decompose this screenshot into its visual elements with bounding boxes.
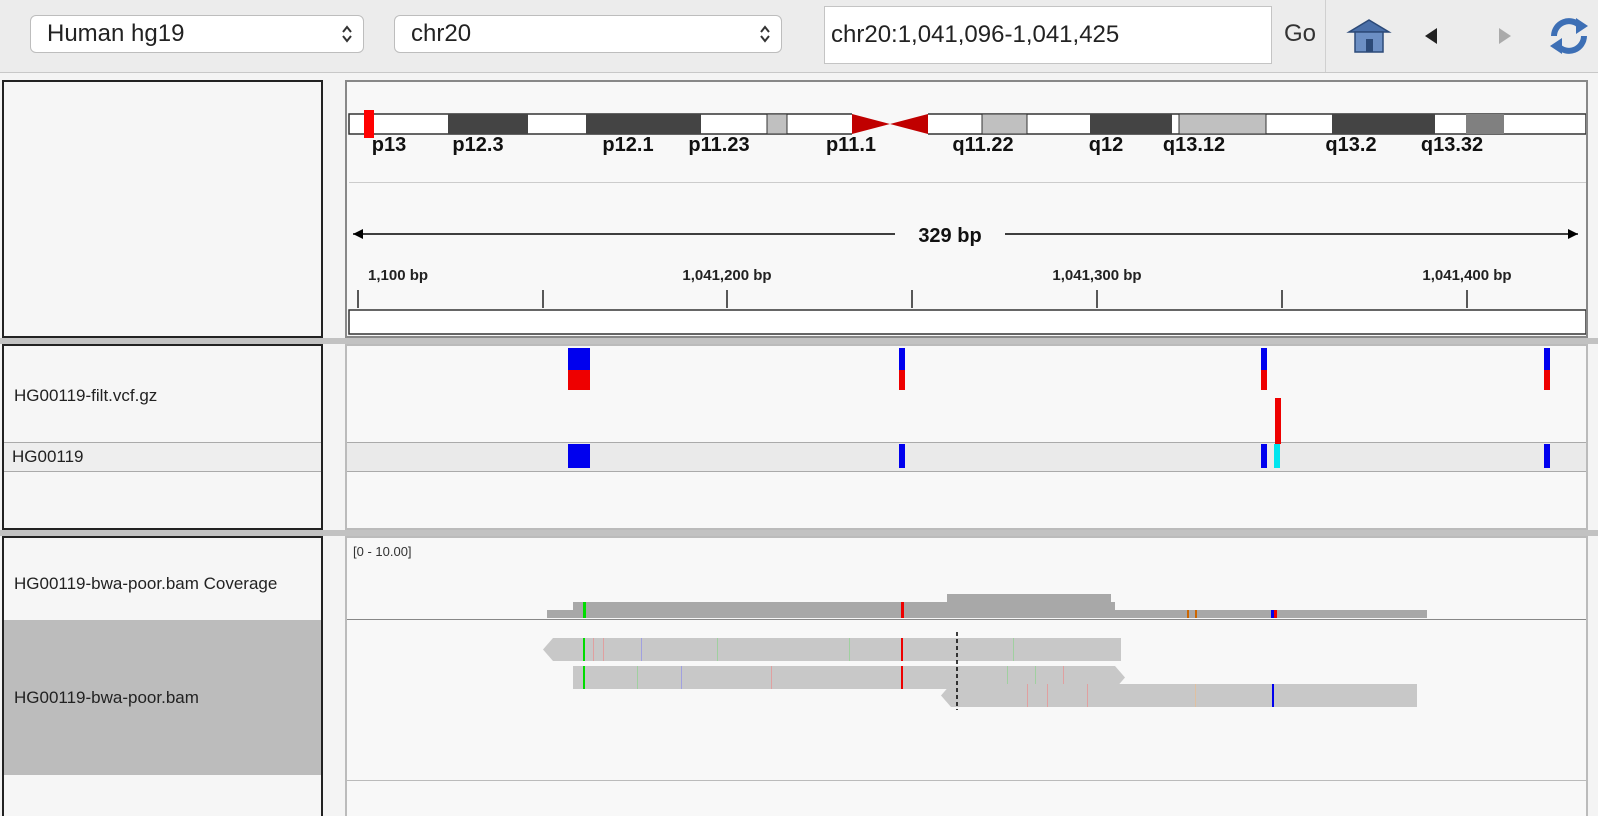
band-label: p13 <box>372 134 406 156</box>
ruler-tick-label: 1,100 bp <box>368 267 428 284</box>
aligned-read[interactable] <box>941 684 1417 707</box>
variant-name-panel: HG00119-filt.vcf.gz HG00119 <box>2 344 323 530</box>
header-separator[interactable] <box>0 338 1598 344</box>
alignment-track-name: HG00119-bwa-poor.bam <box>14 688 199 707</box>
genotype-call[interactable] <box>1544 444 1550 468</box>
variant-separator[interactable] <box>0 530 1598 536</box>
sample-genotype-row <box>347 442 1586 472</box>
band-label: q13.12 <box>1163 134 1225 156</box>
band-label: q13.2 <box>1325 134 1376 156</box>
genome-dropdown-value: Human hg19 <box>47 20 185 47</box>
genotype-call[interactable] <box>1274 444 1280 468</box>
variant-data-panel <box>345 344 1588 530</box>
variant-allele-freq-bar[interactable] <box>1275 398 1281 444</box>
genome-dropdown[interactable]: Human hg19 <box>30 15 364 53</box>
coverage-histogram[interactable] <box>547 594 1427 618</box>
ruler-ticks: 1,100 bp 1,041,200 bp 1,041,300 bp 1,041,40… <box>357 267 1512 308</box>
span-label: 329 bp <box>918 225 981 247</box>
home-icon[interactable] <box>1346 16 1392 56</box>
toolbar: Human hg19 chr20 chr20:1,041,096-1,041,4… <box>0 0 1598 73</box>
aligned-read[interactable] <box>543 638 1121 661</box>
ruler-tick-label: 1,041,300 bp <box>1052 267 1141 284</box>
alignment-name-panel: HG00119-bwa-poor.bam Coverage HG00119-bw… <box>2 536 323 816</box>
band-label: p12.1 <box>602 134 653 156</box>
alignment-track-selected[interactable]: HG00119-bwa-poor.bam <box>4 620 321 775</box>
chevron-updown-icon <box>760 25 770 43</box>
sample-track-name: HG00119 <box>12 447 84 466</box>
ruler-tick-label: 1,041,200 bp <box>682 267 771 284</box>
chevron-updown-icon <box>342 25 352 43</box>
variant-allele-freq-bar[interactable] <box>568 370 590 390</box>
toolbar-separator <box>1325 0 1326 72</box>
forward-arrow-icon[interactable] <box>1496 26 1514 46</box>
variant-allele-freq-bar[interactable] <box>1544 348 1550 370</box>
variant-allele-freq-bar[interactable] <box>568 348 590 370</box>
genotype-call[interactable] <box>899 444 905 468</box>
vcf-track-name[interactable]: HG00119-filt.vcf.gz <box>14 386 158 405</box>
genotype-call[interactable] <box>568 444 590 468</box>
chromosome-ideogram[interactable] <box>348 110 1586 138</box>
variant-allele-freq-bar[interactable] <box>1261 370 1267 390</box>
band-label: q11.22 <box>952 134 1013 156</box>
refresh-icon[interactable] <box>1546 14 1592 58</box>
sample-row[interactable]: HG00119 <box>4 442 321 472</box>
variant-allele-freq-bar[interactable] <box>1261 348 1267 370</box>
ruler-tick-label: 1,041,400 bp <box>1422 267 1511 284</box>
locus-search-input[interactable]: chr20:1,041,096-1,041,425 <box>824 6 1272 64</box>
chromosome-dropdown-value: chr20 <box>411 20 472 47</box>
header-name-panel <box>2 80 323 338</box>
chromosome-dropdown[interactable]: chr20 <box>394 15 782 53</box>
alignment-data-panel: [0 - 10.00] <box>345 536 1588 816</box>
variant-allele-freq-bar[interactable] <box>899 370 905 390</box>
band-label: q13.32 <box>1421 134 1483 156</box>
go-button[interactable]: Go <box>1284 20 1317 47</box>
alignment-svg <box>347 594 1586 781</box>
band-label: p12.3 <box>452 134 503 156</box>
coverage-track-name[interactable]: HG00119-bwa-poor.bam Coverage <box>14 574 278 593</box>
variant-allele-freq-bar[interactable] <box>899 348 905 370</box>
current-region-marker <box>364 110 374 138</box>
ideogram-ruler-svg: p13 p12.3 p12.1 p11.23 p11.1 q11.22 q12 q13.12 q… <box>348 110 1586 335</box>
band-label: p11.1 <box>826 134 876 156</box>
band-label: p11.23 <box>688 134 749 156</box>
band-label: q12 <box>1089 134 1123 156</box>
genotype-call[interactable] <box>1261 444 1267 468</box>
coverage-data-range: [0 - 10.00] <box>353 544 412 559</box>
header-data-panel: p13 p12.3 p12.1 p11.23 p11.1 q11.22 q12 q13.12 q… <box>345 80 1588 338</box>
variant-allele-freq-bar[interactable] <box>1544 370 1550 390</box>
aligned-read[interactable] <box>573 666 1125 689</box>
back-arrow-icon[interactable] <box>1422 26 1440 46</box>
